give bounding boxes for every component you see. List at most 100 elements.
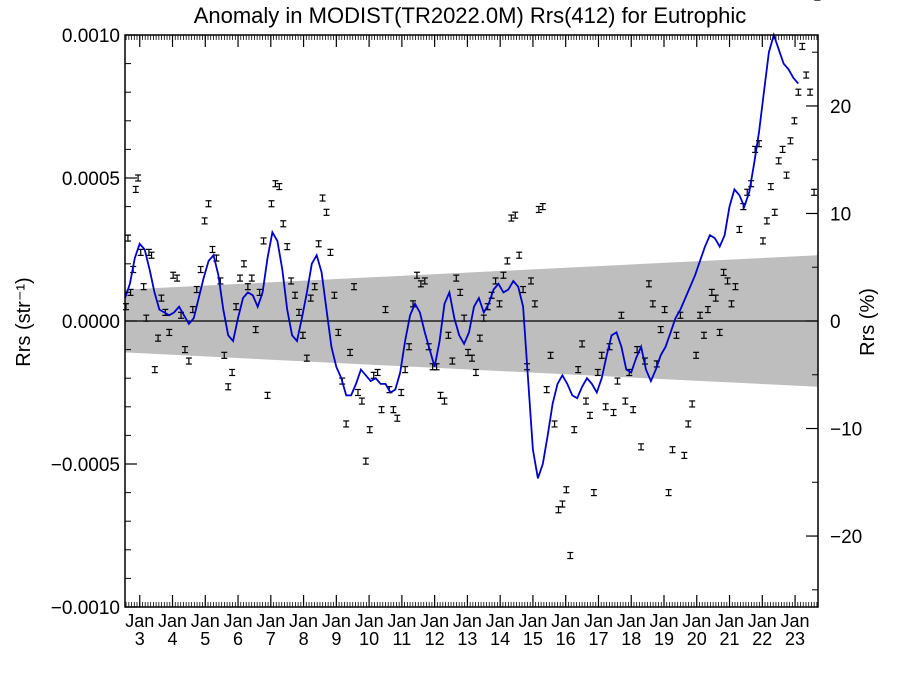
data-point [185,357,192,365]
data-point [535,205,542,214]
x-tick-month-label: Jan [551,611,580,631]
smoothed-series [124,31,799,479]
x-tick-year-label: 8 [299,629,309,649]
data-point [720,268,727,276]
data-point [181,346,188,354]
data-point [736,225,743,234]
y-right-tick-label: 10 [830,204,851,225]
data-point [441,397,448,405]
data-point [583,397,590,405]
data-point [728,300,735,308]
data-point [374,368,381,377]
x-axis: Jan3Jan4Jan5Jan6Jan7Jan8Jan9Jan10Jan11Ja… [125,35,818,649]
y-right-tick-label: 20 [830,97,851,118]
x-tick-month-label: Jan [256,611,285,631]
data-point [763,217,770,225]
data-point [700,331,707,339]
data-point [237,274,244,282]
data-point [496,300,503,308]
data-point [327,248,334,256]
data-point [468,354,475,362]
data-point [390,406,397,414]
x-tick-year-label: 6 [233,629,243,649]
data-point [665,489,672,497]
data-point [638,443,645,451]
data-point [378,406,385,414]
data-point [791,117,798,125]
x-tick-month-label: Jan [191,611,220,631]
data-point [280,220,287,228]
data-point [480,314,487,322]
data-point [527,277,534,285]
data-point [229,368,236,377]
data-point [394,414,401,422]
y-left-tick-label: 0.0005 [62,169,120,190]
y-right-tick-label: 0 [830,312,841,333]
x-tick-year-label: 20 [687,629,707,649]
x-tick-month-label: Jan [649,611,678,631]
data-point [661,305,668,314]
data-point [543,386,550,394]
data-point [201,217,208,225]
x-tick-year-label: 11 [393,629,412,649]
data-point [209,245,216,254]
x-tick-year-label: 4 [168,629,178,649]
data-point [516,251,523,259]
data-point [531,300,538,308]
y-left-tick-label: −0.0010 [51,598,120,619]
data-point [520,285,527,294]
data-point [406,343,413,351]
data-point [358,397,365,405]
data-point [292,291,299,299]
data-point [673,331,680,339]
data-point [598,351,605,359]
data-point [284,243,291,251]
data-point [295,308,302,317]
y-right-tick-label: −10 [830,420,862,441]
data-point [472,368,479,377]
data-point [563,486,570,494]
data-point [299,331,306,339]
data-point [155,334,162,342]
data-point [807,88,814,96]
data-point [413,271,420,279]
data-point [158,294,165,302]
data-point [276,182,283,191]
y-left-tick-label: 0.0000 [62,312,120,333]
data-point [539,203,546,211]
data-point [512,211,519,219]
data-point [767,182,774,191]
x-tick-year-label: 16 [556,629,576,649]
x-tick-year-label: 14 [490,629,510,649]
x-tick-year-label: 23 [785,629,805,649]
data-point [712,294,719,302]
data-point [571,426,578,434]
x-tick-month-label: Jan [355,611,384,631]
data-point [461,314,468,322]
x-tick-month-label: Jan [224,611,253,631]
data-point [170,271,177,279]
data-point [732,283,739,291]
x-tick-month-label: Jan [420,611,449,631]
y-axis-right-label: Rrs (%) [857,288,879,356]
data-point [303,354,310,362]
data-point [567,551,574,560]
data-point [453,274,460,282]
data-point [551,420,558,428]
data-point [122,303,129,311]
data-point [288,277,295,285]
data-point [417,280,424,288]
x-tick-month-label: Jan [387,611,416,631]
data-point [704,305,711,314]
x-tick-year-label: 5 [200,629,210,649]
data-point [799,42,806,51]
y-axis-left: 0.0010 0.0005 0.0000 −0.0005 −0.0010 [51,26,137,619]
x-tick-month-label: Jan [322,611,351,631]
data-point [693,351,700,359]
y-left-tick-label: −0.0005 [51,455,120,476]
data-point [669,446,676,454]
data-point [590,489,597,497]
x-tick-month-label: Jan [617,611,646,631]
data-point [759,237,766,245]
